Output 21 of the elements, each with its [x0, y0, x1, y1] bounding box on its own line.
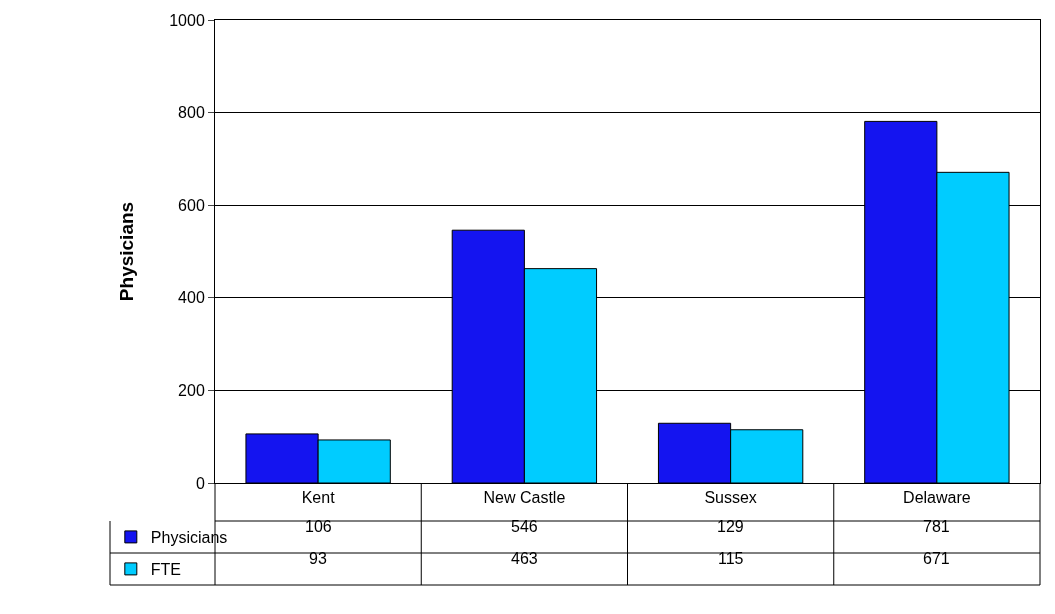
y-tick-label: 1000 [169, 11, 205, 29]
data-label: 671 [923, 550, 950, 567]
data-label: 129 [717, 518, 744, 535]
data-label: 463 [511, 550, 538, 567]
data-label: 546 [511, 518, 538, 535]
legend-label: Physicians [150, 529, 228, 547]
legend-label: FTE [150, 561, 182, 579]
y-tick-label: 800 [178, 104, 205, 122]
y-tick-label: 200 [178, 382, 205, 399]
y-tick-label: 400 [178, 289, 205, 307]
data-label: 115 [718, 550, 744, 567]
x-tick-label: Delaware [903, 489, 971, 507]
x-tick-label: New Castle [483, 489, 566, 507]
y-tick-label: 600 [178, 196, 205, 214]
data-label: 781 [923, 518, 950, 535]
data-label: 106 [305, 518, 332, 535]
x-tick-label: Sussex [704, 489, 757, 507]
y-tick-label: 0 [195, 474, 205, 492]
x-tick-label: Kent [301, 489, 336, 507]
data-label: 93 [309, 550, 327, 567]
y-axis-title: Physicians [116, 201, 138, 302]
